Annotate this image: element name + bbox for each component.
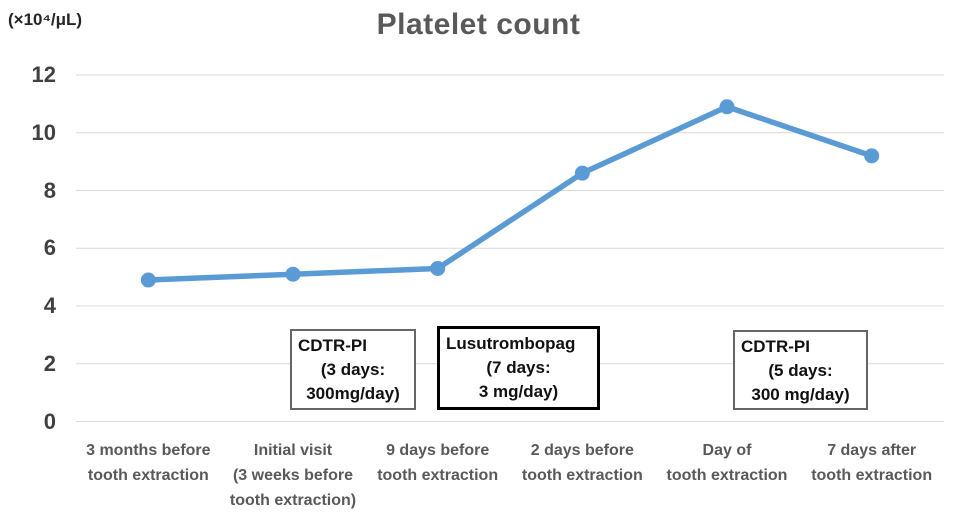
- x-axis-label-line: 2 days before: [530, 442, 634, 459]
- x-axis-label-line: tooth extraction: [377, 467, 499, 484]
- x-axis-label-line: Initial visit: [253, 442, 333, 459]
- y-axis-tick-label: 4: [43, 293, 56, 318]
- y-axis-tick-label: 0: [43, 408, 56, 434]
- y-axis-tick-label: 2: [43, 350, 56, 376]
- annotation-line: CDTR-PI: [741, 337, 810, 356]
- y-axis-tick-label: 6: [43, 235, 56, 261]
- data-point-marker: [574, 165, 590, 181]
- chart-title: Platelet count: [376, 8, 581, 41]
- annotation-line: CDTR-PI: [298, 336, 367, 355]
- annotation-line: 300 mg/day): [751, 385, 850, 404]
- annotation-box-cdtr-pi-3days: CDTR-PI (3 days: 300mg/day): [290, 329, 416, 410]
- x-axis-label: 9 days before tooth extraction: [346, 438, 530, 488]
- x-axis-label-line: tooth extraction: [87, 467, 209, 484]
- annotation-line: 300mg/day): [306, 384, 400, 403]
- annotation-box-lusutrombopag: Lusutrombopag (7 days: 3 mg/day): [437, 326, 600, 410]
- x-axis-label: Initial visit (3 weeks before tooth extrac…: [201, 438, 385, 513]
- x-axis-label: 2 days before tooth extraction: [490, 438, 674, 488]
- x-axis-label-line: 7 days after: [827, 442, 917, 459]
- x-axis-label-line: tooth extraction): [229, 492, 357, 509]
- chart-line: [145, 104, 875, 283]
- x-axis-label: 3 months before tooth extraction: [56, 438, 240, 488]
- x-axis-label-line: tooth extraction: [666, 467, 788, 484]
- data-point-marker: [430, 260, 446, 276]
- y-axis-tick-label: 12: [31, 62, 56, 87]
- data-point-marker: [285, 266, 301, 282]
- data-point-marker: [864, 148, 880, 164]
- data-point-marker: [140, 272, 156, 288]
- x-axis-label-line: 3 months before: [86, 442, 211, 459]
- x-axis-label-line: 9 days before: [386, 442, 490, 459]
- annotation-line: 3 mg/day): [478, 382, 559, 401]
- y-axis-tick-label: 10: [31, 119, 56, 145]
- x-axis-label-line: (3 weeks before: [232, 467, 354, 484]
- annotation-line: (3 days:: [320, 360, 386, 379]
- x-axis-label-line: Day of: [702, 442, 752, 459]
- x-axis-label-line: tooth extraction: [521, 467, 643, 484]
- x-axis-label-line: tooth extraction: [811, 467, 933, 484]
- annotation-line: (5 days:: [768, 361, 833, 380]
- x-axis-label: Day of tooth extraction: [635, 438, 819, 488]
- annotation-box-cdtr-pi-5days: CDTR-PI (5 days: 300 mg/day): [733, 330, 868, 410]
- x-axis-label: 7 days after tooth extraction: [780, 438, 957, 488]
- annotation-line: Lusutrombopag: [446, 334, 576, 353]
- y-axis-unit-label: (×10⁴/μL): [8, 10, 83, 29]
- y-axis-tick-label: 8: [43, 177, 56, 203]
- data-point-marker: [719, 99, 735, 115]
- annotation-line: (7 days:: [486, 358, 551, 377]
